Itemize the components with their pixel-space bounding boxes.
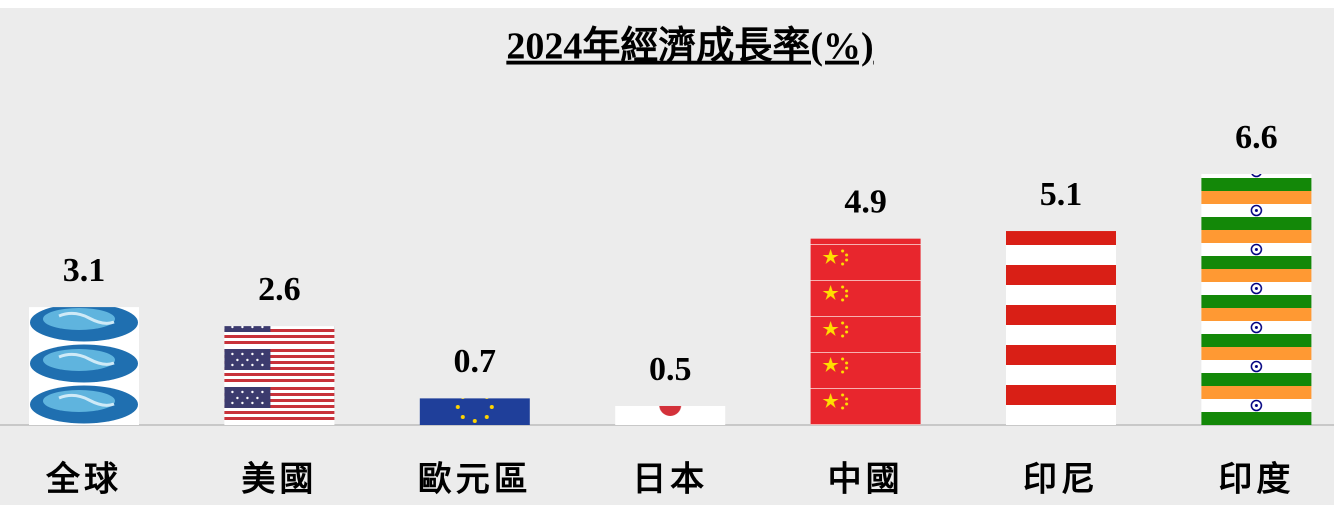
- value-label: 6.6: [1235, 119, 1278, 156]
- value-label: 5.1: [1040, 176, 1083, 213]
- bar: [615, 405, 726, 425]
- x-tick-label: 中國: [828, 460, 904, 500]
- bar: [224, 326, 335, 425]
- chart-title: 2024年經濟成長率(%): [506, 26, 873, 68]
- value-label: 0.7: [454, 343, 497, 380]
- bar: [29, 307, 139, 425]
- plot-background: [0, 8, 1334, 505]
- bar: [1006, 231, 1116, 425]
- bar: [810, 238, 921, 425]
- value-label: 2.6: [258, 271, 301, 308]
- value-label: 4.9: [844, 183, 887, 220]
- x-tick-label: 全球: [45, 460, 122, 500]
- x-tick-label: 印尼: [1023, 460, 1099, 500]
- bar: [419, 398, 530, 425]
- x-tick-label: 日本: [632, 460, 708, 500]
- x-tick-label: 印度: [1218, 460, 1294, 500]
- bar: [1201, 174, 1312, 425]
- value-label: 0.5: [649, 351, 692, 388]
- x-tick-label: 美國: [241, 460, 317, 500]
- value-label: 3.1: [63, 252, 106, 289]
- x-tick-label: 歐元區: [418, 460, 532, 500]
